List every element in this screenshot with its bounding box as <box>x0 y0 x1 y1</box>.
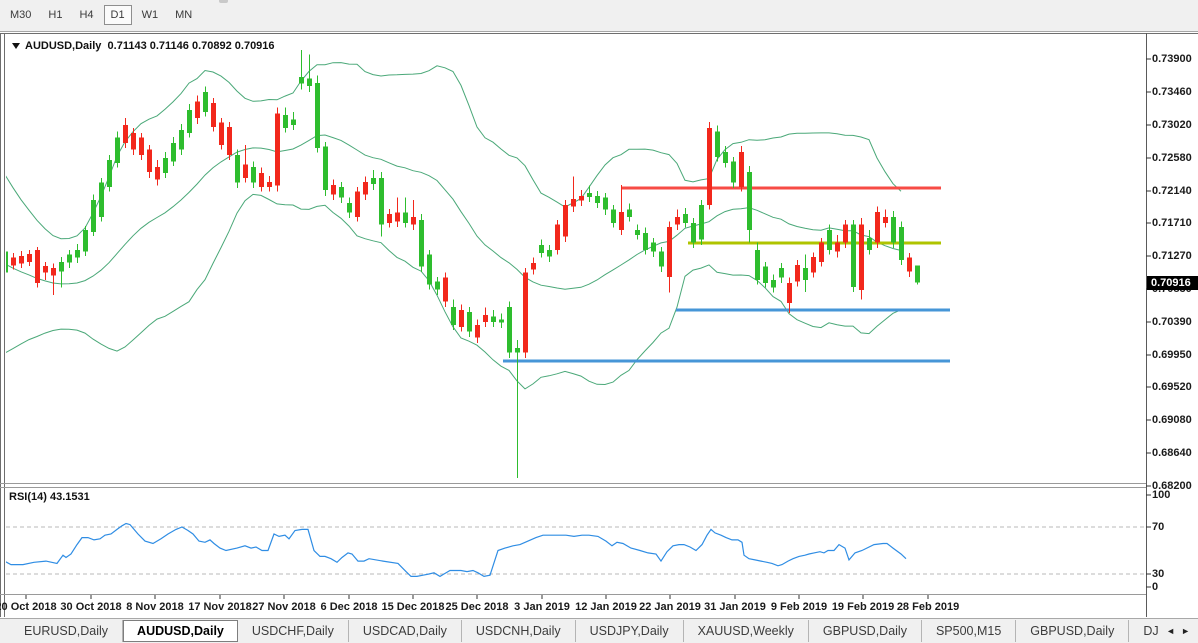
rsi-bottom-border <box>0 594 1146 595</box>
price-label: 0.72580 <box>1152 151 1192 164</box>
tab-usdcnh-daily[interactable]: USDCNH,Daily <box>462 620 576 642</box>
price-label: 0.72140 <box>1152 184 1192 197</box>
tab-usdchf-daily[interactable]: USDCHF,Daily <box>238 620 349 642</box>
price-label: 0.69520 <box>1152 381 1192 394</box>
tab-gbpusd-daily[interactable]: GBPUSD,Daily <box>1016 620 1130 642</box>
panel-splitter-bottom[interactable] <box>0 487 1146 488</box>
date-label: 28 Feb 2019 <box>896 601 960 613</box>
rsi-scale-label: 30 <box>1152 568 1165 580</box>
chart-title: AUDUSD,Daily 0.71143 0.71146 0.70892 0.7… <box>12 40 275 52</box>
tab-gbpusd-daily[interactable]: GBPUSD,Daily <box>809 620 922 642</box>
toolbar-divider <box>219 0 228 3</box>
date-label: 20 Oct 2018 <box>0 601 57 613</box>
date-label: 6 Dec 2018 <box>320 601 378 613</box>
tab-sp500-m15[interactable]: SP500,M15 <box>922 620 1017 642</box>
scroll-left-arrow-icon[interactable]: ◄ <box>1166 626 1176 636</box>
price-label: 0.73900 <box>1152 53 1192 65</box>
date-label: 19 Feb 2019 <box>831 601 895 613</box>
price-label: 0.69080 <box>1152 414 1192 427</box>
date-label: 3 Jan 2019 <box>514 601 570 613</box>
tab-dj30-h4[interactable]: DJ30,H4 <box>1129 620 1158 642</box>
timeframe-buttons: M30 H1 H4 D1 W1 MN <box>0 5 199 25</box>
price-label: 0.73020 <box>1152 118 1192 131</box>
date-label: 12 Jan 2019 <box>575 601 637 613</box>
rsi-scale-label: 70 <box>1152 521 1165 533</box>
chevron-down-icon <box>12 43 20 49</box>
chart-left-border <box>4 33 5 617</box>
date-label: 30 Oct 2018 <box>60 601 122 613</box>
date-label: 31 Jan 2019 <box>704 601 766 613</box>
timeframe-button-h4[interactable]: H4 <box>79 9 94 21</box>
timeframe-button-w1[interactable]: W1 <box>141 9 159 21</box>
timeframe-button-m30[interactable]: M30 <box>10 9 32 21</box>
tab-usdjpy-daily[interactable]: USDJPY,Daily <box>576 620 684 642</box>
date-label: 22 Jan 2019 <box>639 601 701 613</box>
date-label: 9 Feb 2019 <box>770 601 828 613</box>
window-left-border <box>0 33 1 617</box>
timeframe-button-d1[interactable]: D1 <box>103 5 132 25</box>
rsi-indicator-label: RSI(14) 43.1531 <box>9 491 90 503</box>
timeframe-button-mn[interactable]: MN <box>175 9 193 21</box>
tab-scroll-arrows: ◄ ► <box>1158 626 1198 636</box>
price-label: 0.68640 <box>1152 447 1192 460</box>
tab-usdcad-daily[interactable]: USDCAD,Daily <box>349 620 462 642</box>
chart-top-border <box>0 33 1198 34</box>
tab-eurusd-daily[interactable]: EURUSD,Daily <box>10 620 124 642</box>
panel-splitter-top[interactable] <box>0 483 1146 484</box>
timeframe-toolbar: M30 H1 H4 D1 W1 MN <box>0 0 1198 32</box>
price-label: 0.73460 <box>1152 85 1192 98</box>
date-label: 27 Nov 2018 <box>252 601 316 613</box>
chart-symbol-label: AUDUSD,Daily <box>25 40 102 52</box>
rsi-scale-label: 0 <box>1152 581 1159 593</box>
date-label: 8 Nov 2018 <box>126 601 184 613</box>
tab-audusd-daily[interactable]: AUDUSD,Daily <box>123 620 238 642</box>
current-price-box: 0.70916 <box>1147 276 1198 290</box>
scroll-right-arrow-icon[interactable]: ► <box>1181 626 1190 636</box>
tab-xauusd-weekly[interactable]: XAUUSD,Weekly <box>684 620 809 642</box>
price-label: 0.71270 <box>1152 250 1192 263</box>
timeframe-button-h1[interactable]: H1 <box>48 9 63 21</box>
date-label: 15 Dec 2018 <box>381 601 445 613</box>
date-label: 25 Dec 2018 <box>445 601 509 613</box>
chart-tab-bar: EURUSD,Daily AUDUSD,Daily USDCHF,Daily USDC… <box>0 618 1198 643</box>
price-label: 0.71710 <box>1152 217 1192 230</box>
chart-ohlc-values: 0.71143 0.71146 0.70892 0.70916 <box>107 40 275 52</box>
date-label: 17 Nov 2018 <box>188 601 252 613</box>
rsi-scale-label: 100 <box>1152 489 1171 501</box>
price-axis-line <box>1146 33 1147 617</box>
price-label: 0.70390 <box>1152 315 1192 328</box>
chart-surface[interactable] <box>0 33 1198 618</box>
price-label: 0.69950 <box>1152 348 1192 361</box>
chart-tabs: EURUSD,Daily AUDUSD,Daily USDCHF,Daily USDC… <box>0 619 1158 643</box>
price-label: 0.68200 <box>1152 480 1192 492</box>
